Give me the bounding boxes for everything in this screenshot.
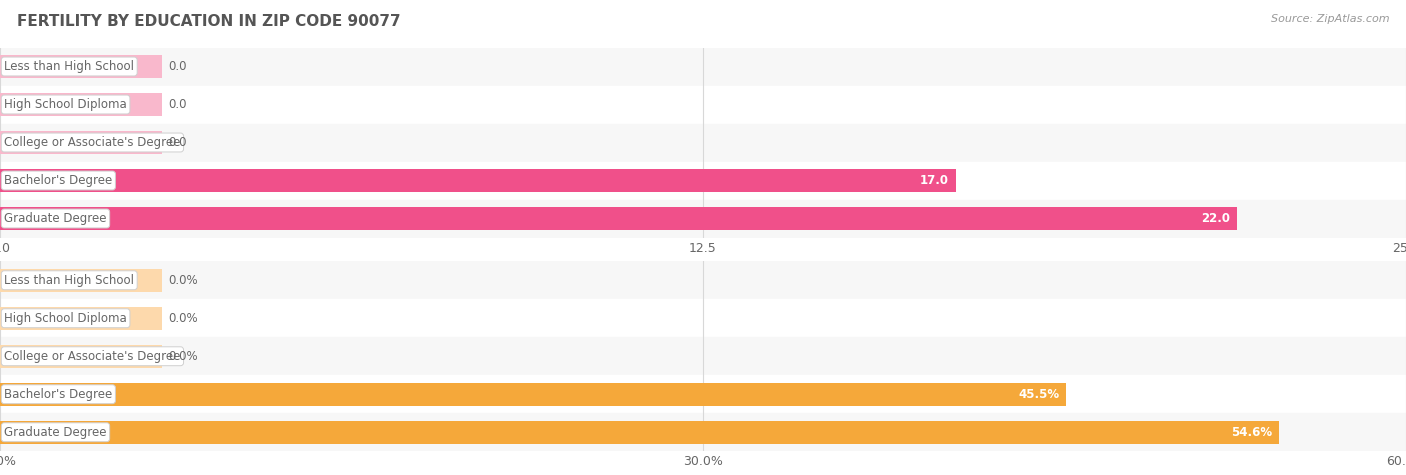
- Text: Graduate Degree: Graduate Degree: [4, 426, 107, 439]
- Text: 0.0%: 0.0%: [169, 350, 198, 363]
- Text: 54.6%: 54.6%: [1232, 426, 1272, 439]
- Text: Less than High School: Less than High School: [4, 274, 134, 287]
- Bar: [0, 413, 1406, 451]
- Text: 0.0: 0.0: [169, 60, 187, 73]
- Text: 22.0: 22.0: [1201, 212, 1230, 225]
- Text: 0.0%: 0.0%: [169, 274, 198, 287]
- Bar: [0, 207, 1237, 230]
- Text: High School Diploma: High School Diploma: [4, 312, 127, 325]
- Bar: [0, 48, 1406, 86]
- Bar: [0, 55, 162, 78]
- Text: 0.0: 0.0: [169, 136, 187, 149]
- Bar: [0, 93, 162, 116]
- Text: College or Associate's Degree: College or Associate's Degree: [4, 350, 180, 363]
- Text: Graduate Degree: Graduate Degree: [4, 212, 107, 225]
- Bar: [0, 269, 162, 292]
- Bar: [0, 86, 1406, 124]
- Text: 45.5%: 45.5%: [1018, 388, 1059, 401]
- Text: 17.0: 17.0: [920, 174, 949, 187]
- Text: Source: ZipAtlas.com: Source: ZipAtlas.com: [1271, 14, 1389, 24]
- Text: High School Diploma: High School Diploma: [4, 98, 127, 111]
- Text: Less than High School: Less than High School: [4, 60, 134, 73]
- Bar: [0, 345, 162, 368]
- Bar: [0, 383, 1066, 406]
- Text: Bachelor's Degree: Bachelor's Degree: [4, 388, 112, 401]
- Bar: [0, 261, 1406, 299]
- Bar: [0, 162, 1406, 199]
- Text: 0.0%: 0.0%: [169, 312, 198, 325]
- Bar: [0, 337, 1406, 375]
- Bar: [0, 200, 1406, 238]
- Bar: [0, 124, 1406, 162]
- Bar: [0, 421, 1279, 444]
- Text: College or Associate's Degree: College or Associate's Degree: [4, 136, 180, 149]
- Bar: [0, 299, 1406, 337]
- Bar: [0, 375, 1406, 413]
- Text: Bachelor's Degree: Bachelor's Degree: [4, 174, 112, 187]
- Text: FERTILITY BY EDUCATION IN ZIP CODE 90077: FERTILITY BY EDUCATION IN ZIP CODE 90077: [17, 14, 401, 29]
- Bar: [0, 307, 162, 330]
- Bar: [0, 169, 956, 192]
- Text: 0.0: 0.0: [169, 98, 187, 111]
- Bar: [0, 131, 162, 154]
